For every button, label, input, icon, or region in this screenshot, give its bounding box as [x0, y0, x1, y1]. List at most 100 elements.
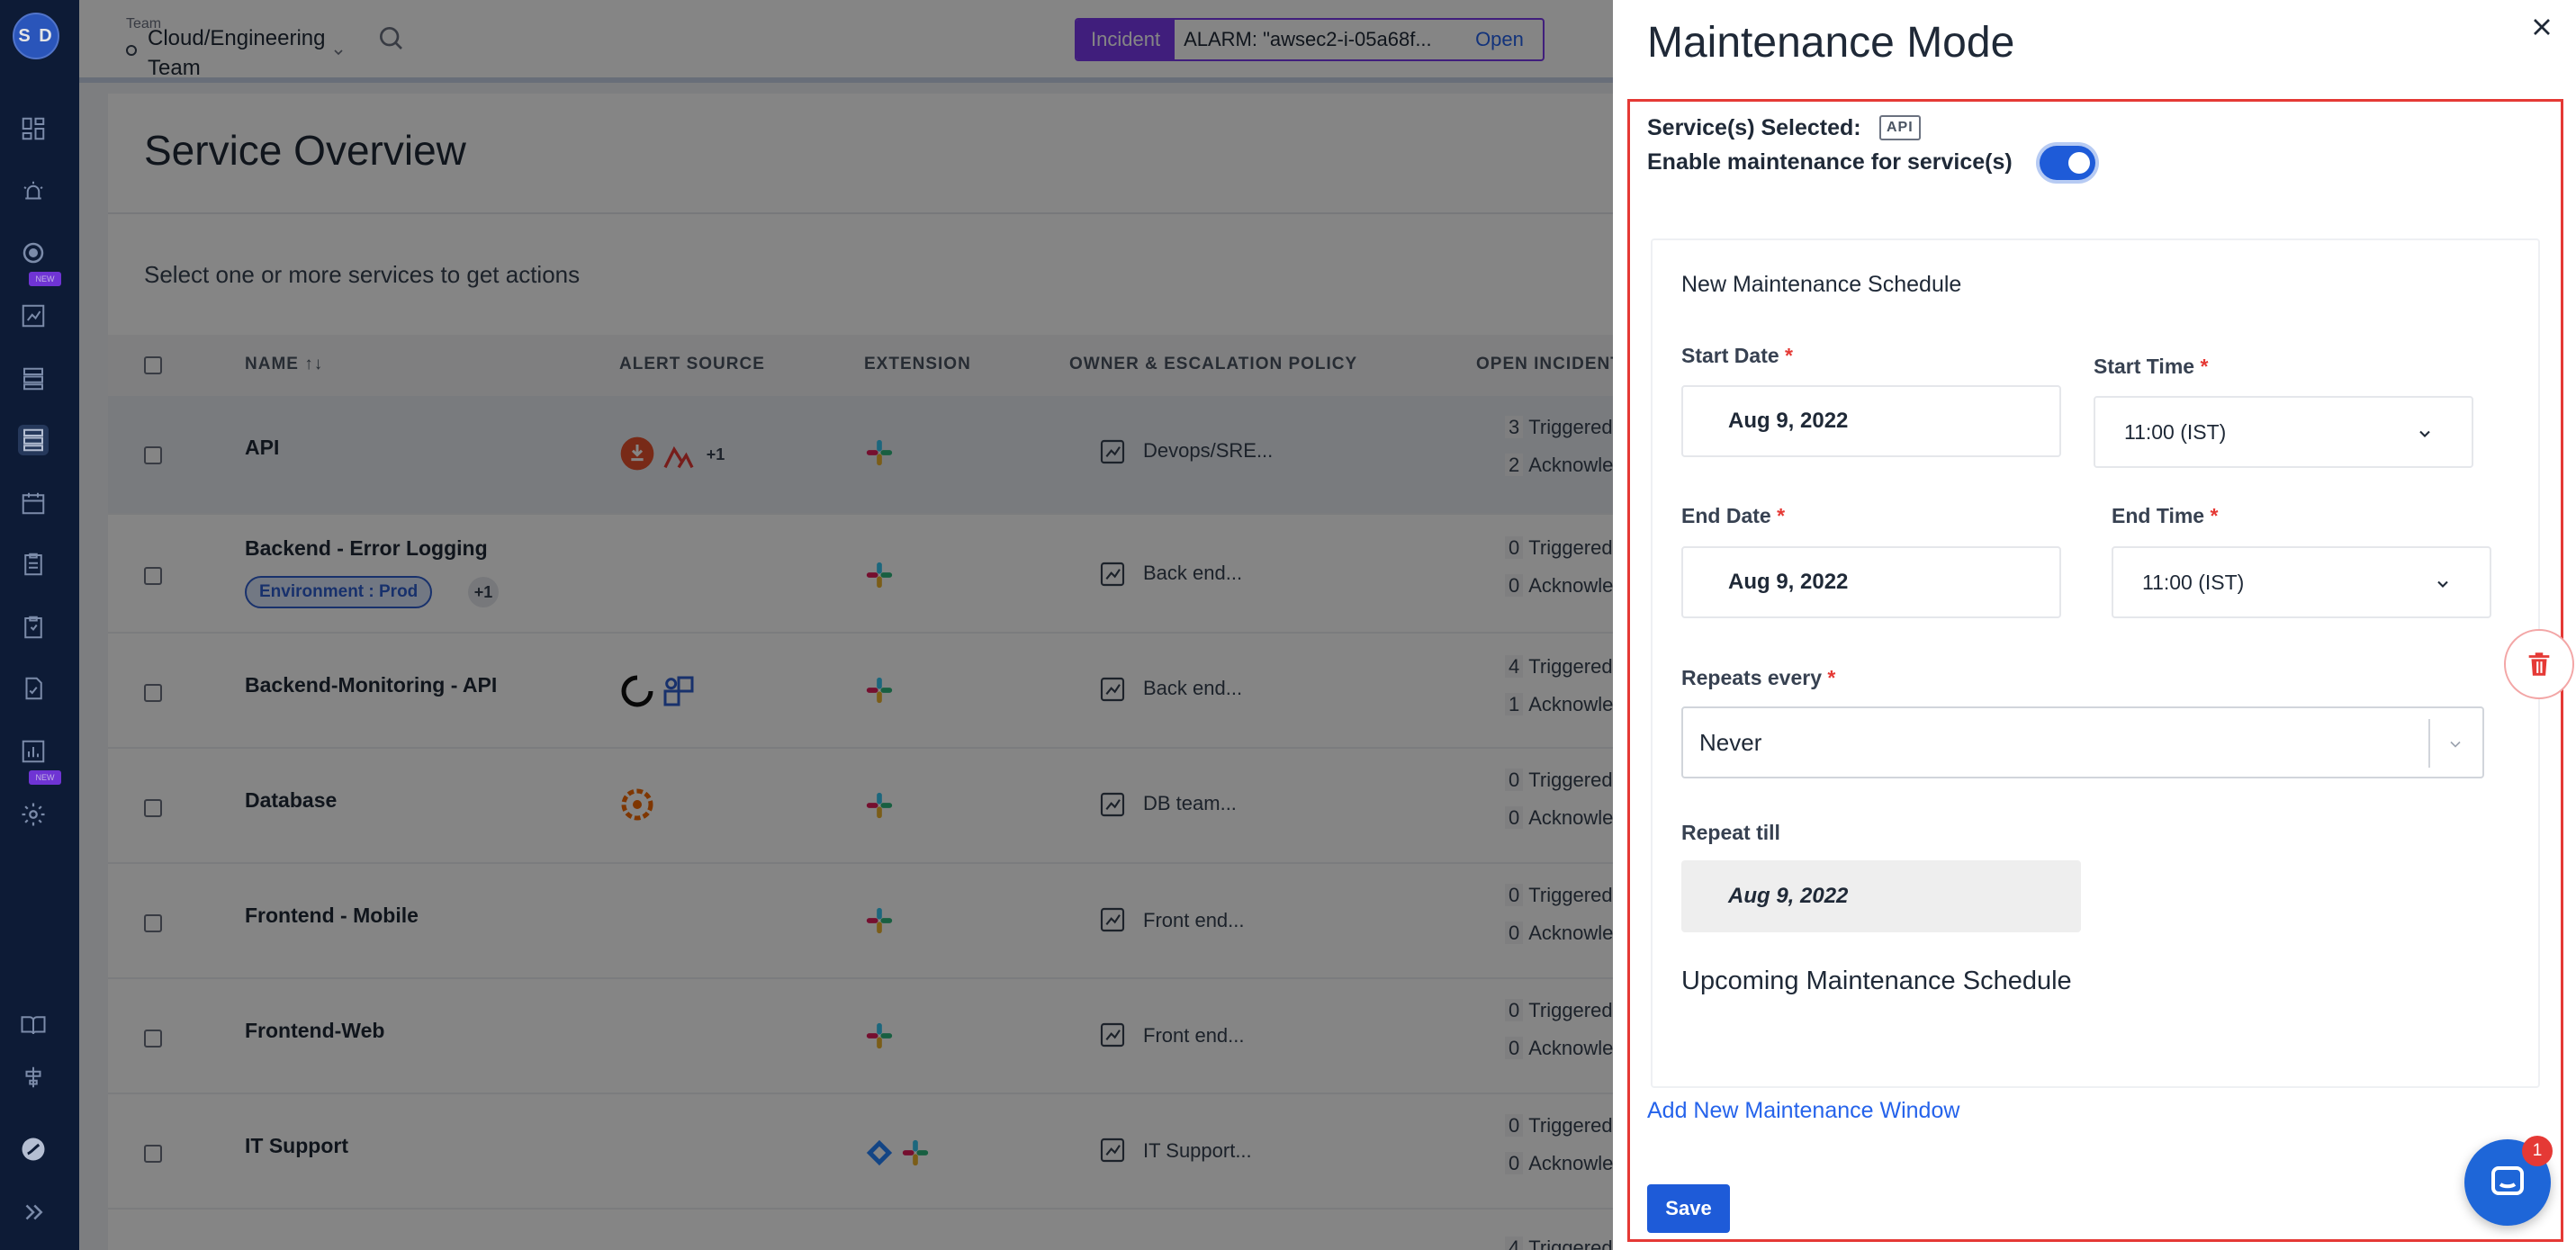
escalation-policy-icon	[1100, 1022, 1125, 1048]
repeats-value: Never	[1699, 728, 1762, 756]
brand-logo-icon[interactable]	[18, 1134, 49, 1165]
nav-overlay	[0, 0, 79, 1250]
end-date-input[interactable]: Aug 9, 2022	[1681, 546, 2061, 618]
settings-icon[interactable]	[18, 799, 49, 830]
logs-icon[interactable]	[18, 364, 49, 394]
slack-icon[interactable]	[864, 905, 895, 936]
jira-icon[interactable]	[864, 1138, 895, 1168]
runbook-icon[interactable]	[18, 549, 49, 580]
add-maintenance-window-link[interactable]: Add New Maintenance Window	[1647, 1098, 1960, 1123]
triggered-count[interactable]: 0 Triggered	[1505, 536, 1613, 560]
environment-tag[interactable]: Environment : Prod	[245, 576, 433, 608]
team-status-icon	[126, 45, 137, 56]
service-name[interactable]: IT Support	[245, 1134, 348, 1157]
services-selected-label: Service(s) Selected:	[1647, 115, 1861, 140]
row-checkbox[interactable]	[144, 1145, 162, 1163]
owner-text[interactable]: Front end...	[1143, 1024, 1245, 1047]
reports-icon[interactable]	[18, 736, 49, 767]
calendar-icon[interactable]	[18, 488, 49, 518]
chat-unread-badge: 1	[2522, 1136, 2553, 1166]
delete-schedule-button[interactable]	[2504, 629, 2574, 699]
slack-icon[interactable]	[864, 437, 895, 468]
owner-text[interactable]: Front end...	[1143, 909, 1245, 931]
service-name[interactable]: Backend-Monitoring - API	[245, 673, 498, 697]
ack-number: 0	[1505, 922, 1524, 944]
service-name[interactable]: API	[245, 436, 280, 459]
user-avatar[interactable]: S D	[13, 13, 59, 59]
triggered-count[interactable]: 0 Triggered	[1505, 1114, 1613, 1138]
triggered-number: 0	[1505, 884, 1524, 906]
service-name[interactable]: Backend - Error Logging	[245, 536, 488, 560]
triggered-count[interactable]: 4 Triggered	[1505, 1237, 1613, 1250]
drawer-title: Maintenance Mode	[1647, 19, 2015, 67]
start-date-label: Start Date *	[1681, 344, 1793, 368]
incident-tag: Incident	[1076, 20, 1175, 59]
incident-banner[interactable]: Incident ALARM: "awsec2-i-05a68f... Open	[1075, 18, 1545, 61]
row-checkbox[interactable]	[144, 1030, 162, 1048]
row-checkbox[interactable]	[144, 446, 162, 464]
status-icon[interactable]	[18, 238, 49, 268]
owner-text[interactable]: IT Support...	[1143, 1139, 1252, 1162]
close-icon[interactable]	[2527, 13, 2556, 41]
owner-text[interactable]: DB team...	[1143, 792, 1237, 814]
expand-nav-icon[interactable]	[18, 1197, 49, 1228]
table-row[interactable]: Backend - Error Logging Environment : Pr…	[108, 515, 2576, 634]
integrations-icon[interactable]	[18, 1062, 49, 1093]
docs-icon[interactable]	[18, 1010, 49, 1040]
table-row[interactable]: Database DB team... 0 Triggered 0 Acknowle…	[108, 749, 2576, 864]
slack-icon[interactable]	[864, 790, 895, 821]
triggered-count[interactable]: 3 Triggered	[1505, 416, 1613, 439]
table-row[interactable]: Backend-Monitoring - API Back end... 4 Tr…	[108, 634, 2576, 749]
search-icon[interactable]	[376, 23, 405, 52]
end-time-select[interactable]: 11:00 (IST)	[2112, 546, 2491, 618]
start-date-input[interactable]: Aug 9, 2022	[1681, 385, 2061, 457]
incident-open-link[interactable]: Open	[1475, 28, 1524, 50]
table-row[interactable]: Frontend-Web Front end... 0 Triggered 0 Ac…	[108, 979, 2576, 1094]
modal-overlay[interactable]	[79, 0, 1613, 1250]
sla-icon[interactable]	[18, 673, 49, 704]
escalation-policy-icon	[1100, 439, 1125, 464]
slack-icon[interactable]	[864, 1021, 895, 1051]
row-checkbox[interactable]	[144, 684, 162, 702]
dashboard-icon[interactable]	[18, 113, 49, 144]
row-checkbox[interactable]	[144, 799, 162, 817]
team-selector[interactable]: Cloud/Engineering Team	[148, 26, 326, 80]
row-checkbox[interactable]	[144, 567, 162, 585]
incidents-icon[interactable]	[18, 176, 49, 207]
repeats-select[interactable]: Never	[1681, 706, 2484, 778]
alert-source-more[interactable]: +1	[706, 445, 725, 463]
repeat-till-input[interactable]: Aug 9, 2022	[1681, 860, 2081, 932]
required-mark: *	[1827, 666, 1836, 689]
analytics-icon[interactable]	[18, 301, 49, 331]
tag-more[interactable]: +1	[468, 577, 499, 607]
owner-text[interactable]: Devops/SRE...	[1143, 439, 1274, 462]
table-row[interactable]: 4 Triggered	[108, 1210, 2576, 1250]
service-name[interactable]: Frontend - Mobile	[245, 904, 419, 927]
triggered-count[interactable]: 0 Triggered	[1505, 884, 1613, 907]
slack-icon[interactable]	[864, 560, 895, 590]
enable-maintenance-toggle[interactable]	[2040, 146, 2095, 180]
service-name[interactable]: Database	[245, 788, 338, 812]
start-time-label: Start Time *	[2094, 355, 2208, 379]
slack-icon[interactable]	[864, 675, 895, 706]
start-time-select[interactable]: 11:00 (IST)	[2094, 396, 2473, 468]
end-date-label-text: End Date	[1681, 504, 1771, 527]
chevron-down-icon[interactable]	[331, 45, 346, 59]
triggered-count[interactable]: 0 Triggered	[1505, 769, 1613, 792]
select-all-checkbox[interactable]	[144, 356, 162, 374]
ack-number: 1	[1505, 693, 1524, 715]
table-row[interactable]: Frontend - Mobile Front end... 0 Triggere…	[108, 864, 2576, 979]
services-icon[interactable]	[18, 425, 49, 455]
column-name[interactable]: NAME ↑↓	[245, 355, 324, 373]
owner-text[interactable]: Back end...	[1143, 562, 1243, 584]
owner-text[interactable]: Back end...	[1143, 677, 1243, 699]
save-button[interactable]: Save	[1647, 1184, 1730, 1233]
prometheus-icon	[620, 436, 654, 471]
postmortem-icon[interactable]	[18, 612, 49, 643]
service-name[interactable]: Frontend-Web	[245, 1019, 385, 1042]
required-mark: *	[2200, 355, 2209, 378]
row-checkbox[interactable]	[144, 914, 162, 932]
triggered-count[interactable]: 0 Triggered	[1505, 999, 1613, 1022]
slack-icon[interactable]	[900, 1138, 931, 1168]
triggered-count[interactable]: 4 Triggered	[1505, 655, 1613, 679]
